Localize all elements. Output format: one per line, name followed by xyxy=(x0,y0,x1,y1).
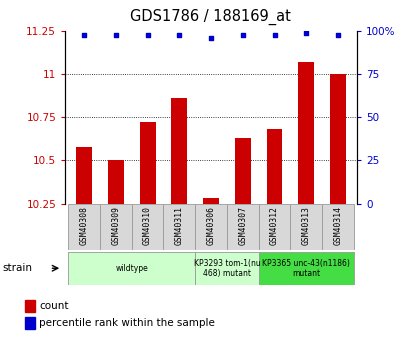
Point xyxy=(81,32,87,37)
Bar xyxy=(330,74,346,204)
Bar xyxy=(25,300,35,312)
Bar xyxy=(235,138,251,204)
Bar xyxy=(195,204,227,250)
Point xyxy=(144,32,151,37)
Text: GSM40310: GSM40310 xyxy=(143,206,152,245)
Bar xyxy=(267,129,282,204)
Text: GSM40312: GSM40312 xyxy=(270,206,279,245)
Bar xyxy=(68,204,100,250)
Bar xyxy=(227,204,259,250)
Text: GSM40311: GSM40311 xyxy=(175,206,184,245)
Bar xyxy=(108,160,124,204)
Bar xyxy=(163,204,195,250)
Bar xyxy=(203,198,219,204)
Text: KP3293 tom-1(nu
468) mutant: KP3293 tom-1(nu 468) mutant xyxy=(194,258,260,278)
Point xyxy=(303,30,310,36)
Point xyxy=(113,32,119,37)
Text: GSM40309: GSM40309 xyxy=(111,206,121,245)
Bar xyxy=(259,204,290,250)
Text: GSM40308: GSM40308 xyxy=(80,206,89,245)
Bar xyxy=(195,252,259,285)
Point xyxy=(176,32,183,37)
Bar xyxy=(259,252,354,285)
Point xyxy=(208,35,215,41)
Bar xyxy=(68,252,195,285)
Text: GSM40313: GSM40313 xyxy=(302,206,311,245)
Bar xyxy=(132,204,163,250)
Bar xyxy=(100,204,132,250)
Text: GSM40307: GSM40307 xyxy=(238,206,247,245)
Text: count: count xyxy=(39,301,68,311)
Point xyxy=(335,32,341,37)
Bar xyxy=(171,98,187,204)
Bar xyxy=(290,204,322,250)
Bar xyxy=(25,317,35,329)
Text: strain: strain xyxy=(2,263,32,273)
Bar xyxy=(298,62,314,204)
Bar xyxy=(322,204,354,250)
Point xyxy=(271,32,278,37)
Text: GSM40314: GSM40314 xyxy=(333,206,342,245)
Point xyxy=(239,32,246,37)
Bar xyxy=(76,147,92,204)
Text: percentile rank within the sample: percentile rank within the sample xyxy=(39,318,215,328)
Text: KP3365 unc-43(n1186)
mutant: KP3365 unc-43(n1186) mutant xyxy=(262,258,350,278)
Bar xyxy=(140,122,155,204)
Text: wildtype: wildtype xyxy=(116,264,148,273)
Text: GSM40306: GSM40306 xyxy=(207,206,215,245)
Text: GDS1786 / 188169_at: GDS1786 / 188169_at xyxy=(129,9,291,25)
